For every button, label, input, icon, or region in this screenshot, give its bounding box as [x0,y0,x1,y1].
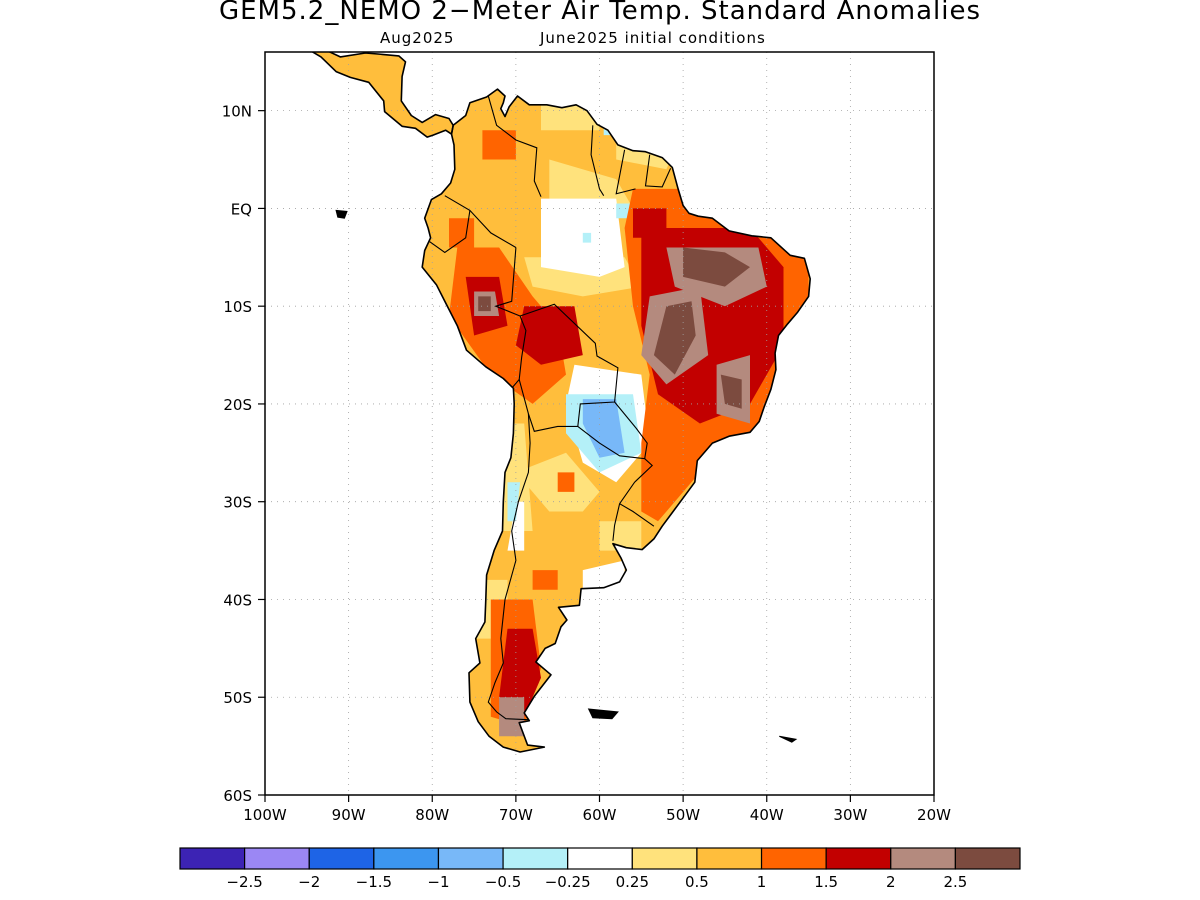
legend-swatch [696,847,763,870]
lat-tick-label: 30S [223,494,252,512]
country-border [444,195,517,248]
legend-swatch [567,847,633,870]
island-outline [587,708,619,720]
country-border [429,210,471,254]
country-border [644,154,672,188]
island-outline [335,209,348,219]
central-america-coastline [311,52,455,138]
lat-tick-label: 50S [223,689,252,707]
legend-label: −0.5 [485,873,521,891]
legend-swatch [308,847,375,870]
lon-tick-label: 100W [243,806,287,824]
legend-label: −2 [298,873,320,891]
lon-tick-label: 80W [415,806,449,824]
south-america-coastline [421,88,812,753]
lon-tick-label: 20W [917,806,951,824]
lon-tick-label: 40W [750,806,784,824]
legend-swatch [954,847,1021,870]
chart-title: GEM5.2_NEMO 2−Meter Air Temp. Standard A… [218,0,982,26]
lat-tick-label: 20S [223,396,252,414]
legend-label: 0.25 [616,873,649,891]
legend-label: −1 [427,873,449,891]
legend-swatch [825,847,892,870]
legend-swatch [244,847,310,870]
lon-tick-label: 70W [499,806,533,824]
legend-swatch [502,847,569,870]
country-border [487,413,531,721]
country-border [487,95,542,197]
legend-label: 0.5 [685,873,709,891]
lon-tick-label: 30W [833,806,867,824]
legend-label: −0.25 [545,873,591,891]
country-border [612,458,654,541]
country-border [494,247,527,388]
legend-label: 2.5 [943,873,967,891]
lat-tick-label: 60S [223,787,252,805]
initial-conditions-label: June2025 initial conditions [540,29,766,47]
legend-swatch [890,847,956,870]
valid-month-label: Aug2025 [380,29,455,47]
country-border [615,149,636,195]
country-border [518,303,619,432]
legend-swatch [437,847,504,870]
legend-swatch [179,847,246,870]
lon-tick-label: 90W [332,806,366,824]
island-outline [779,735,798,743]
lat-tick-label: 40S [223,591,252,609]
country-border [619,503,655,527]
legend-label: 2 [886,873,896,891]
country-border [590,125,605,196]
legend-label: −1.5 [356,873,392,891]
legend-swatch [760,847,827,870]
lat-tick-label: 10N [222,103,252,121]
legend-label: −2.5 [226,873,262,891]
color-legend: −2.5 −2 −1.5 −1 −0.5 −0.25 0.25 0.5 1 1.5 2 2.5 [179,847,1021,891]
legend-swatch [631,847,698,870]
legend-swatch [373,847,440,870]
lon-tick-label: 60W [583,806,617,824]
lon-tick-label: 50W [666,806,700,824]
lat-tick-label: EQ [231,200,252,218]
lat-tick-label: 10S [223,298,252,316]
legend-label: 1.5 [814,873,838,891]
legend-label: 1 [757,873,767,891]
coastlines [311,52,812,753]
